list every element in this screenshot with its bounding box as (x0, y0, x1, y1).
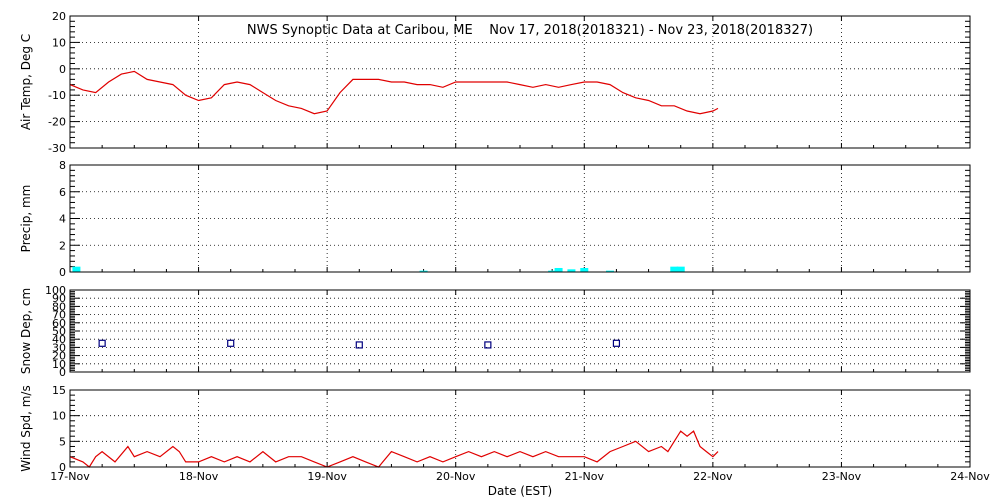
x-tick-label: 24-Nov (950, 470, 990, 483)
x-tick-label: 18-Nov (179, 470, 219, 483)
snow-depth-point (227, 339, 235, 347)
y-axis-label: Precip, mm (19, 185, 33, 253)
precip-bar (554, 267, 563, 272)
y-tick-label: 8 (59, 159, 66, 172)
precip-bar (419, 270, 428, 272)
precip-bar (670, 266, 679, 272)
y-tick-label: 80 (52, 300, 66, 313)
y-tick-label: 0 (59, 266, 66, 279)
panel-frame (69, 389, 971, 468)
y-tick-label: 10 (52, 410, 66, 423)
y-tick-label: 30 (52, 341, 66, 354)
precip-bar (676, 266, 685, 272)
y-tick-label: 2 (59, 239, 66, 252)
y-tick-label: 40 (52, 333, 66, 346)
snow-depth-point (98, 339, 106, 347)
y-tick-label: 0 (59, 63, 66, 76)
series-line (69, 430, 719, 468)
y-axis-label: Wind Spd, m/s (19, 385, 33, 471)
panel-0: -30 -20 -10 0 10 20 Air Temp, Deg C (19, 10, 971, 155)
precip-bar (567, 269, 576, 272)
precip-bar (580, 267, 589, 272)
series-line (69, 70, 719, 115)
y-tick-label: 0 (59, 461, 66, 474)
y-tick-label: 50 (52, 325, 66, 338)
x-tick-label: 17-Nov (50, 470, 90, 483)
y-tick-label: -10 (48, 89, 66, 102)
y-tick-label: 5 (59, 435, 66, 448)
precip-bar (548, 270, 557, 272)
y-axis-label: Snow Dep, cm (19, 288, 33, 374)
snow-depth-point (612, 339, 621, 347)
precip-bar (72, 266, 81, 272)
x-tick-label: 23-Nov (822, 470, 862, 483)
y-tick-label: 6 (59, 186, 66, 199)
y-tick-label: -30 (48, 142, 66, 155)
panel-3: 0 5 10 15 Wind Spd, m/s (19, 384, 971, 474)
panel-frame (69, 164, 971, 273)
snow-depth-point (484, 341, 492, 349)
y-tick-label: 4 (59, 213, 66, 226)
y-tick-label: 70 (52, 309, 66, 322)
y-tick-label: 60 (52, 317, 66, 330)
panel-1: 0 2 4 6 8 Precip, mm (19, 159, 971, 279)
y-axis-label: Air Temp, Deg C (19, 34, 33, 130)
panel-frame (69, 15, 971, 149)
y-tick-label: 10 (52, 358, 66, 371)
y-tick-label: 100 (45, 284, 66, 297)
y-tick-label: 20 (52, 350, 66, 363)
y-tick-label: 20 (52, 10, 66, 23)
panel-frame (69, 289, 971, 373)
x-tick-label: 22-Nov (693, 470, 733, 483)
chart-title: NWS Synoptic Data at Caribou, ME Nov 17,… (247, 23, 813, 38)
y-tick-label: 90 (52, 292, 66, 305)
y-tick-label: 10 (52, 36, 66, 49)
x-tick-label: 21-Nov (565, 470, 605, 483)
x-tick-label: 20-Nov (436, 470, 476, 483)
y-tick-label: 0 (59, 366, 66, 379)
x-axis-label: Date (EST) (488, 484, 552, 498)
y-tick-label: -20 (48, 116, 66, 129)
x-tick-label: 19-Nov (307, 470, 347, 483)
y-tick-label: 15 (52, 384, 66, 397)
precip-bar (606, 270, 614, 272)
snow-depth-point (355, 341, 363, 349)
